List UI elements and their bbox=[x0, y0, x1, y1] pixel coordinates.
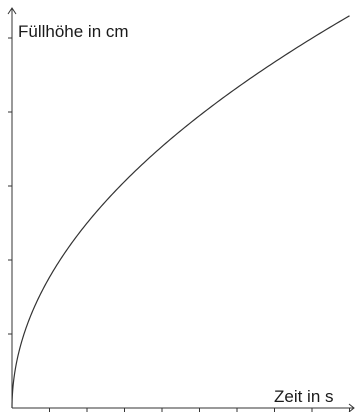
curve-group bbox=[11, 15, 350, 409]
axes bbox=[7, 7, 355, 412]
y-axis-label: Füllhöhe in cm bbox=[18, 22, 129, 41]
data-line bbox=[11, 15, 350, 409]
ticks bbox=[8, 37, 350, 412]
x-axis-label: Zeit in s bbox=[274, 387, 334, 406]
y-axis-arrow bbox=[7, 7, 17, 15]
x-axis-arrow bbox=[348, 403, 355, 412]
